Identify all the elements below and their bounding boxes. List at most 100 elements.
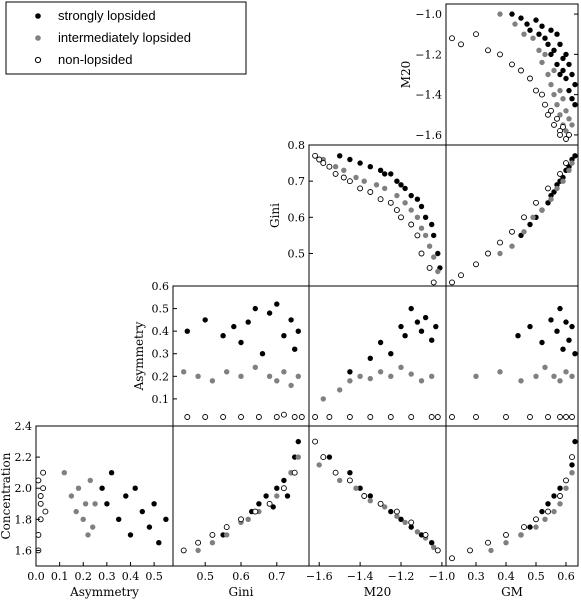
point-strong bbox=[163, 516, 169, 522]
point-non bbox=[473, 414, 479, 420]
y-tick-label: 0.5 bbox=[152, 303, 170, 316]
point-intermediate bbox=[557, 112, 563, 118]
point-intermediate bbox=[548, 81, 554, 88]
point-intermediate bbox=[373, 182, 380, 188]
point-intermediate bbox=[509, 243, 515, 249]
x-tick-label: −1.4 bbox=[347, 570, 374, 583]
point-non bbox=[557, 170, 563, 177]
point-non bbox=[220, 414, 227, 420]
point-intermediate bbox=[518, 378, 524, 384]
point-strong bbox=[509, 11, 515, 17]
point-strong bbox=[545, 41, 551, 47]
point-strong bbox=[394, 178, 400, 184]
point-non bbox=[340, 174, 347, 181]
point-intermediate bbox=[566, 116, 572, 122]
y-tick-label: 0.6 bbox=[152, 280, 170, 293]
panel-gm-gini bbox=[445, 144, 579, 287]
panel-frame bbox=[445, 425, 579, 567]
point-intermediate bbox=[488, 547, 494, 554]
point-strong bbox=[408, 524, 414, 530]
point-non bbox=[332, 170, 339, 177]
x-tick-label: 0.5 bbox=[196, 570, 214, 583]
point-intermediate bbox=[521, 229, 527, 235]
y-tick-label: 0.7 bbox=[288, 175, 306, 188]
point-intermediate bbox=[367, 375, 373, 382]
point-intermediate bbox=[569, 160, 575, 166]
point-non bbox=[312, 438, 319, 445]
point-intermediate bbox=[209, 378, 216, 384]
point-non bbox=[467, 547, 473, 554]
point-strong bbox=[551, 189, 557, 195]
y-tick-label: 1.8 bbox=[15, 513, 33, 526]
point-strong bbox=[572, 438, 578, 445]
point-intermediate bbox=[563, 485, 569, 491]
point-strong bbox=[259, 351, 266, 357]
legend-frame bbox=[5, 1, 247, 75]
point-non bbox=[184, 414, 191, 420]
point-intermediate bbox=[347, 378, 353, 384]
point-strong bbox=[347, 156, 353, 163]
point-intermediate bbox=[238, 373, 244, 379]
panel-frame bbox=[308, 285, 447, 427]
point-non bbox=[418, 250, 425, 257]
legend-label-strongly-lopsided: strongly lopsided bbox=[58, 8, 156, 23]
point-non bbox=[533, 199, 539, 206]
point-non bbox=[557, 414, 563, 420]
point-non bbox=[320, 160, 327, 167]
point-intermediate bbox=[394, 513, 400, 519]
point-strong bbox=[347, 369, 353, 375]
point-intermediate bbox=[569, 373, 575, 379]
point-strong bbox=[557, 305, 563, 312]
point-non bbox=[533, 87, 539, 94]
panel-frame bbox=[35, 425, 174, 567]
point-intermediate bbox=[316, 462, 322, 468]
y-tick-label: 1.6 bbox=[15, 544, 33, 557]
point-intermediate bbox=[426, 243, 433, 249]
point-non bbox=[377, 196, 384, 203]
point-strong bbox=[422, 214, 429, 220]
point-non bbox=[180, 547, 187, 554]
point-intermediate bbox=[497, 250, 503, 257]
legend: strongly lopsided intermediately lopside… bbox=[5, 1, 247, 75]
point-non bbox=[387, 199, 394, 206]
point-strong bbox=[429, 540, 435, 546]
legend-label-non-lopsided: non-lopsided bbox=[58, 52, 132, 67]
point-non bbox=[35, 531, 42, 538]
y-tick-label: −1.6 bbox=[415, 129, 442, 142]
point-intermediate bbox=[563, 369, 569, 375]
point-strong bbox=[422, 314, 429, 321]
point-strong bbox=[402, 185, 408, 192]
x-tick-label: 0.6 bbox=[232, 570, 250, 583]
point-non bbox=[557, 131, 563, 138]
point-non bbox=[473, 31, 479, 38]
point-non bbox=[563, 414, 569, 420]
point-non bbox=[357, 185, 364, 192]
point-intermediate bbox=[367, 498, 373, 504]
point-non bbox=[255, 414, 262, 420]
point-strong bbox=[367, 355, 373, 361]
point-intermediate bbox=[408, 207, 414, 213]
point-strong bbox=[284, 493, 291, 499]
point-non bbox=[545, 414, 551, 420]
point-strong bbox=[433, 323, 439, 330]
panel-frame bbox=[308, 425, 447, 567]
point-intermediate bbox=[341, 167, 347, 173]
point-strong bbox=[377, 339, 384, 346]
point-non bbox=[473, 261, 479, 268]
x-tick-label: 0.1 bbox=[51, 570, 69, 583]
y-axis-title: M20 bbox=[399, 61, 413, 89]
x-tick-label: 0.6 bbox=[557, 570, 575, 583]
point-intermediate bbox=[435, 268, 441, 275]
point-non bbox=[367, 414, 374, 420]
point-strong bbox=[281, 333, 287, 339]
point-intermediate bbox=[545, 71, 551, 78]
point-non bbox=[42, 508, 49, 515]
point-strong bbox=[274, 301, 280, 307]
x-tick-label: 0.0 bbox=[27, 570, 45, 583]
point-intermediate bbox=[533, 524, 539, 530]
point-non bbox=[40, 469, 47, 476]
point-strong bbox=[435, 250, 441, 257]
point-non bbox=[539, 91, 545, 98]
x-tick-label: 0.4 bbox=[497, 570, 515, 583]
